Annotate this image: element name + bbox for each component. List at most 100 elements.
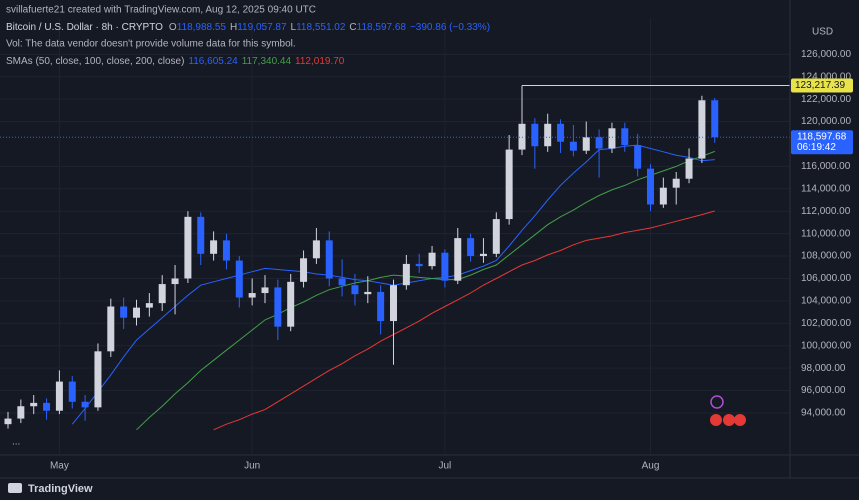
candle-body: [479, 253, 487, 257]
sma-value: 116,605.24: [188, 56, 238, 67]
x-tick-label: Aug: [642, 461, 660, 472]
sma-value: 117,340.44: [242, 56, 292, 67]
candle-body: [544, 123, 552, 147]
x-tick-label: Jul: [439, 461, 452, 472]
y-tick-label: 124,000.00: [801, 71, 851, 82]
y-tick-label: 94,000.00: [801, 408, 846, 419]
candle-body: [55, 381, 63, 411]
event-icon: [734, 414, 746, 426]
candle-body: [120, 306, 128, 318]
y-tick-label: 114,000.00: [801, 183, 851, 194]
event-icon: [723, 414, 735, 426]
candle-body: [351, 285, 359, 295]
candle-body: [171, 278, 179, 285]
y-tick-label: 120,000.00: [801, 116, 851, 127]
sma-value: 112,019.70: [295, 56, 345, 67]
ohlc-value: 118,597.68: [357, 22, 407, 33]
change: −390.86 (−0.33%): [410, 22, 490, 33]
candle-body: [582, 137, 590, 151]
candle-body: [158, 284, 166, 304]
candle-body: [467, 238, 475, 257]
ohlc-key: H: [230, 22, 237, 33]
candle-body: [711, 100, 719, 138]
y-tick-label: 112,000.00: [801, 206, 851, 217]
candle-body: [248, 293, 256, 298]
candle-body: [107, 306, 115, 352]
candle-body: [402, 263, 410, 286]
x-tick-label: Jun: [244, 461, 260, 472]
candle-body: [621, 128, 629, 146]
candle-body: [210, 240, 218, 254]
candle-body: [17, 406, 25, 419]
high-label-box: [791, 78, 853, 93]
candle-body: [492, 219, 500, 254]
candle-body: [30, 402, 38, 407]
sma-label: SMAs (50, close, 100, close, 200, close): [6, 56, 184, 67]
brand-logo: [8, 483, 22, 493]
sma-line: [136, 150, 715, 431]
candle-body: [518, 123, 526, 150]
candle-body: [672, 178, 680, 188]
y-tick-label: 108,000.00: [801, 251, 851, 262]
candle-body: [81, 401, 89, 408]
candle-body: [133, 307, 140, 318]
candle-body: [43, 402, 51, 411]
candle-body: [608, 128, 616, 149]
candle-body: [428, 252, 436, 267]
candle-body: [287, 281, 295, 327]
last-price-label: 118,597.68: [797, 131, 847, 142]
candle-body: [415, 263, 423, 267]
candle-body: [184, 216, 192, 279]
candle-body: [197, 216, 205, 254]
ohlc-key: C: [349, 22, 356, 33]
y-tick-label: 98,000.00: [801, 363, 846, 374]
more: ...: [12, 437, 20, 448]
ohlc-value: 119,057.87: [237, 22, 287, 33]
candle-body: [312, 240, 320, 259]
candle-body: [659, 187, 667, 205]
high-label: 123,217.39: [795, 80, 845, 91]
event-icon: [710, 414, 722, 426]
candle-body: [454, 238, 462, 281]
y-tick-label: 96,000.00: [801, 385, 846, 396]
ohlc-value: 118,551.02: [296, 22, 346, 33]
y-tick-label: 100,000.00: [801, 340, 851, 351]
candle-body: [338, 278, 346, 286]
candle-body: [300, 258, 308, 282]
plot: [0, 85, 790, 431]
event-icon: [710, 395, 724, 409]
currency: USD: [812, 27, 833, 38]
symbol: Bitcoin / U.S. Dollar · 8h · CRYPTO: [6, 22, 163, 33]
ohlc-value: 118,988.55: [177, 22, 227, 33]
candle-body: [235, 260, 243, 298]
candle-body: [145, 303, 153, 308]
byline: svillafuerte21 created with TradingView.…: [6, 5, 316, 16]
legend-line: Bitcoin / U.S. Dollar · 8h · CRYPTO O118,…: [6, 22, 490, 33]
candle-body: [68, 381, 76, 402]
sma-legend: SMAs (50, close, 100, close, 200, close)…: [6, 56, 345, 67]
legend: Bitcoin / U.S. Dollar · 8h · CRYPTO O118,…: [6, 22, 490, 67]
candle-body: [647, 168, 654, 205]
candle-body: [505, 149, 513, 220]
candle-body: [377, 291, 385, 322]
y-tick-label: 110,000.00: [801, 228, 851, 239]
candle-body: [557, 123, 565, 142]
y-tick-label: 102,000.00: [801, 318, 851, 329]
price-axis: 94,000.00 96,000.00 98,000.00 100,000.00 102…: [791, 49, 853, 419]
candle-body: [595, 137, 603, 149]
candle-body: [274, 287, 282, 327]
y-tick-label: 116,000.00: [801, 161, 851, 172]
sma-line: [213, 210, 715, 431]
candle-body: [390, 285, 397, 322]
volume-note: Vol: The data vendor doesn't provide vol…: [6, 39, 296, 50]
brand: TradingView: [28, 483, 93, 495]
ohlc-key: L: [291, 22, 297, 33]
candle-body: [634, 145, 642, 169]
y-tick-label: 104,000.00: [801, 296, 851, 307]
candle-body: [441, 252, 449, 281]
candle-body: [325, 240, 333, 279]
x-tick-label: May: [50, 461, 69, 472]
candle-body: [569, 141, 577, 151]
